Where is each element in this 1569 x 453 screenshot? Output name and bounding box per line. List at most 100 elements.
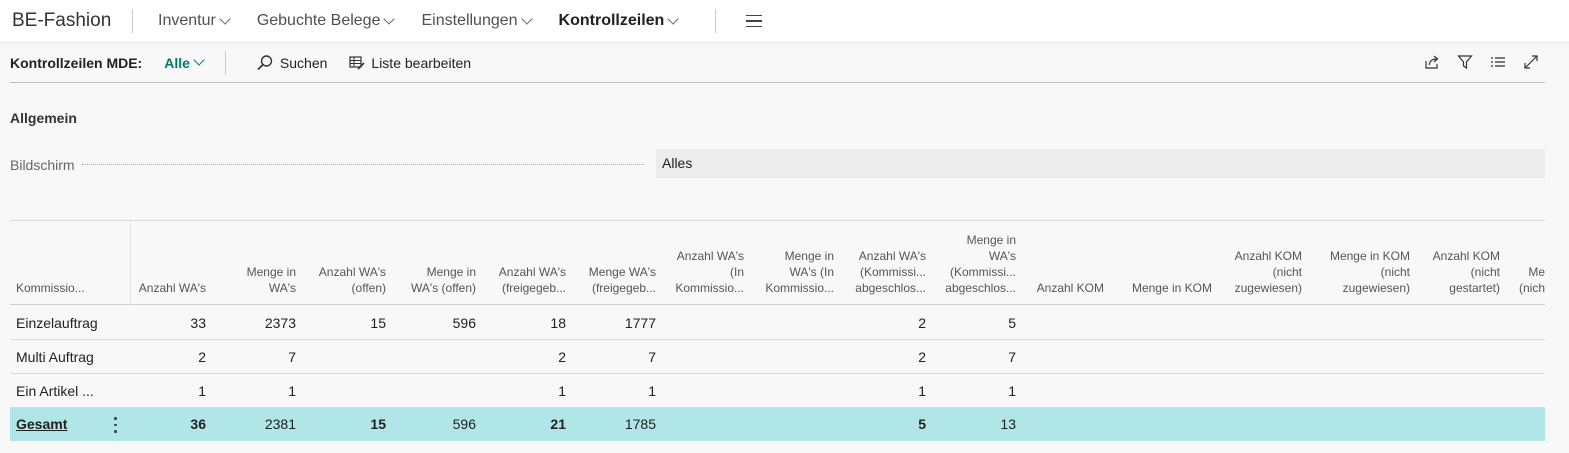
search-button-label: Suchen [279,54,328,71]
edit-list-button[interactable]: Liste bearbeiten [349,55,471,71]
row-value-cell [1030,306,1104,339]
row-value-cell: 596 [452,416,476,432]
screen-field-label: Bildschirm [10,157,75,173]
field-leader-dots [82,164,644,165]
nav-gebuchte-belege-label: Gebuchte Belege [256,12,381,29]
row-actions-icon[interactable] [114,417,118,433]
action-divider [224,50,226,75]
row-value-cell: 2 [558,349,566,365]
row-value-cell [1120,306,1212,339]
share-icon[interactable] [1424,54,1440,70]
column-header[interactable]: Anzahl WA's (freigegeb... [498,265,566,295]
edit-list-icon [349,55,365,70]
table-row[interactable]: Multi Auftrag 2 7 2 7 2 7 [10,340,1545,374]
column-header[interactable]: Menge in WA's (Kommissi... abgeschlos... [945,233,1016,295]
row-value-cell: 15 [370,315,386,331]
nav-inventur[interactable]: Inventur [158,12,231,30]
chevron-down-icon [383,12,396,25]
column-header[interactable]: Anzahl WA's (Kommissi... abgeschlos... [855,249,926,295]
column-header[interactable]: Me (nich [1518,265,1545,295]
row-value-cell: 2 [918,315,926,331]
row-value-cell: 1 [1008,383,1016,399]
row-value-cell: 2 [198,349,206,365]
search-button[interactable]: Suchen [256,54,327,72]
grid-header: Kommissio... Anzahl WA's Menge in WA's Anza… [10,221,1545,305]
row-value-cell [1510,374,1545,407]
row-value-cell [1120,408,1212,441]
row-value-cell [1420,340,1500,373]
column-header[interactable]: Anzahl WA's (offen) [318,265,386,295]
column-header[interactable]: Menge in WA's (offen) [411,265,476,295]
row-value-cell [670,340,744,373]
company-name[interactable]: BE-Fashion [0,9,133,33]
row-value-cell [1310,374,1410,407]
column-header[interactable]: Menge WA's (freigegeb... [588,265,656,295]
row-value-cell: 596 [452,315,476,331]
column-header[interactable]: Menge in WA's (In Kommissio... [765,249,834,295]
nav-kontrollzeilen[interactable]: Kontrollzeilen [558,12,679,30]
column-header[interactable]: Anzahl WA's [138,281,206,295]
list-view-icon[interactable] [1490,54,1506,70]
nav-einstellungen[interactable]: Einstellungen [421,12,533,30]
filter-icon[interactable] [1457,54,1473,70]
row-value-cell [1120,374,1212,407]
action-bar: Kontrollzeilen MDE: Alle Suchen Liste be… [10,43,1545,83]
column-header[interactable]: Kommissio... [16,281,85,295]
row-name-cell[interactable]: Multi Auftrag [16,349,94,365]
screen-field-input[interactable]: Alles [656,149,1545,178]
chevron-down-icon [193,54,205,66]
row-value-cell [670,306,744,339]
edit-list-button-label: Liste bearbeiten [371,54,472,71]
row-value-cell [1420,306,1500,339]
row-value-cell [400,374,476,407]
chevron-down-icon [219,12,231,25]
table-row[interactable]: Einzelauftrag 33 2373 15 596 18 1777 2 5 [10,306,1545,340]
section-general-title[interactable]: Allgemein [10,110,77,126]
control-lines-grid: Kommissio... Anzahl WA's Menge in WA's Anza… [10,221,1545,441]
column-divider [130,221,131,305]
table-row[interactable]: Ein Artikel ... 1 1 1 1 1 1 [10,374,1545,408]
column-header[interactable]: Anzahl WA's (In Kommissio... [675,249,744,295]
row-value-cell [760,340,834,373]
row-value-cell: 13 [1000,416,1016,432]
row-value-cell [1030,408,1104,441]
row-value-cell [1310,306,1410,339]
column-header[interactable]: Anzahl KOM (nicht zugewiesen) [1234,249,1302,295]
column-header[interactable]: Anzahl KOM (nicht gestartet) [1432,249,1500,295]
row-name-cell[interactable]: Ein Artikel ... [16,383,94,399]
column-header[interactable]: Anzahl KOM [1036,281,1104,295]
total-row-link[interactable]: Gesamt [16,416,68,432]
row-value-cell: 33 [190,315,206,331]
row-value-cell [1510,340,1545,373]
grid-top-divider [10,220,1545,221]
row-value-cell: 1 [288,383,296,399]
nav-gebuchte-belege[interactable]: Gebuchte Belege [256,12,396,30]
view-filter-value: Alle [164,54,190,71]
chevron-down-icon [667,12,679,25]
hamburger-menu-icon[interactable] [746,15,763,27]
row-value-cell [1220,408,1302,441]
row-value-cell: 7 [1008,349,1016,365]
nav-divider [715,9,717,33]
row-value-cell [1420,374,1500,407]
row-value-cell: 1 [648,383,656,399]
row-name-cell[interactable]: Einzelauftrag [16,315,98,331]
search-icon [257,54,273,70]
nav-kontrollzeilen-label: Kontrollzeilen [558,12,665,29]
row-value-cell [1510,408,1545,441]
column-header[interactable]: Menge in KOM (nicht zugewiesen) [1329,249,1410,295]
total-row[interactable]: Gesamt 36 2381 15 596 21 1785 5 13 [10,408,1545,441]
view-filter-dropdown[interactable]: Alle [164,54,205,71]
top-navigation-bar: BE-Fashion Inventur Gebuchte Belege Eins… [0,0,1569,43]
expand-icon[interactable] [1523,54,1539,70]
column-header[interactable]: Menge in KOM [1131,281,1212,295]
nav-einstellungen-label: Einstellungen [421,12,518,29]
row-value-cell: 5 [918,416,926,432]
row-value-cell [1220,306,1302,339]
row-value-cell [400,340,476,373]
column-header[interactable]: Menge in WA's [246,265,296,295]
total-row-name[interactable]: Gesamt [16,408,111,441]
row-value-cell [1220,374,1302,407]
row-value-cell [760,408,834,441]
row-value-cell: 2373 [264,315,296,331]
